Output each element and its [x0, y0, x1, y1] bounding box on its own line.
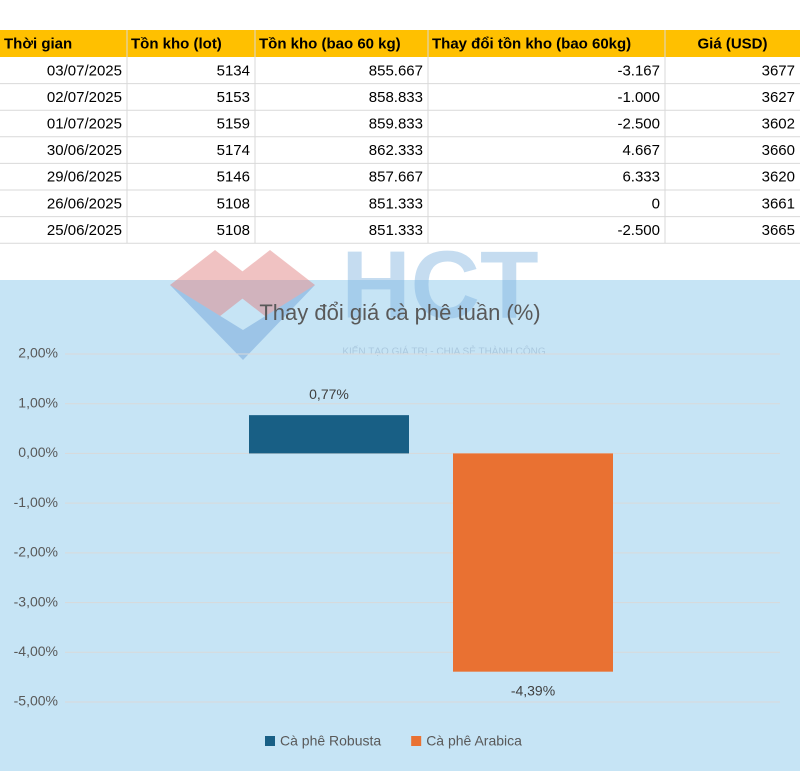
y-tick-label: 0,00%	[18, 444, 58, 460]
y-tick-label: -1,00%	[14, 494, 58, 510]
header-row	[0, 30, 800, 57]
logo-text: HCT	[341, 231, 538, 338]
cell: 03/07/2025	[47, 62, 122, 79]
cell: 3660	[762, 142, 795, 159]
cell: 859.833	[369, 115, 423, 132]
cell: 29/06/2025	[47, 169, 122, 186]
cell: 851.333	[369, 222, 423, 239]
cell: 5146	[217, 169, 250, 186]
cell: 5174	[217, 142, 250, 159]
cell: 5134	[217, 62, 250, 79]
legend-label: Cà phê Arabica	[426, 733, 522, 749]
bar	[453, 453, 613, 672]
watermark: HCT KIẾN TẠO GIÁ TRỊ - CHIA SẺ THÀNH CÔN…	[170, 231, 546, 360]
legend-label: Cà phê Robusta	[280, 733, 381, 749]
cell: 5108	[217, 195, 250, 212]
logo-tagline: KIẾN TẠO GIÁ TRỊ - CHIA SẺ THÀNH CÔNG	[342, 345, 546, 358]
cell: 5108	[217, 222, 250, 239]
y-tick-label: -5,00%	[14, 693, 58, 709]
cell: 858.833	[369, 89, 423, 106]
cell: -1.000	[617, 89, 660, 106]
y-tick-label: -4,00%	[14, 643, 58, 659]
bar	[249, 415, 409, 454]
cell: 3627	[762, 89, 795, 106]
cell: 30/06/2025	[47, 142, 122, 159]
header-cell: Thay đổi tồn kho (bao 60kg)	[432, 35, 631, 52]
cell: 6.333	[622, 169, 660, 186]
cell: 5159	[217, 115, 250, 132]
cell: 3661	[762, 195, 795, 212]
y-tick-label: 2,00%	[18, 345, 58, 361]
cell: 25/06/2025	[47, 222, 122, 239]
header-cell: Giá (USD)	[697, 35, 767, 52]
cell: 5153	[217, 89, 250, 106]
logo-diamond	[170, 250, 260, 320]
cell: 862.333	[369, 142, 423, 159]
cell: 02/07/2025	[47, 89, 122, 106]
cell: -2.500	[617, 115, 660, 132]
header-cell: Tồn kho (bao 60 kg)	[259, 35, 401, 52]
cell: 3620	[762, 169, 795, 186]
y-tick-label: -3,00%	[14, 593, 58, 609]
y-tick-label: 1,00%	[18, 394, 58, 410]
chart: 2,00% 1,00% 0,00% -1,00% -2,00% -3,00% -4,00% -…	[14, 345, 780, 749]
logo-diamond	[225, 250, 315, 320]
cell: 4.667	[622, 142, 660, 159]
cell: 0	[652, 195, 660, 212]
cell: 3602	[762, 115, 795, 132]
header-cell: Tồn kho (lot)	[131, 35, 222, 52]
cell: 3677	[762, 62, 795, 79]
logo-diamond	[170, 285, 315, 360]
legend-swatch	[411, 736, 422, 746]
cell: 26/06/2025	[47, 195, 122, 212]
cell: 851.333	[369, 195, 423, 212]
cell: 3665	[762, 222, 795, 239]
cell: -3.167	[617, 62, 660, 79]
cell: 857.667	[369, 169, 423, 186]
legend-swatch	[265, 736, 275, 746]
cell: 01/07/2025	[47, 115, 122, 132]
table: Thời gian Tồn kho (lot) Tồn kho (bao 60 kg…	[0, 30, 800, 244]
y-tick-label: -2,00%	[14, 544, 58, 560]
header-cell: Thời gian	[4, 35, 72, 52]
cell: -2.500	[617, 222, 660, 239]
chart-background	[0, 280, 800, 771]
cell: 855.667	[369, 62, 423, 79]
value-label: -4,39%	[511, 682, 555, 698]
value-label: 0,77%	[309, 386, 349, 402]
chart-title: Thay đổi giá cà phê tuần (%)	[259, 300, 540, 325]
